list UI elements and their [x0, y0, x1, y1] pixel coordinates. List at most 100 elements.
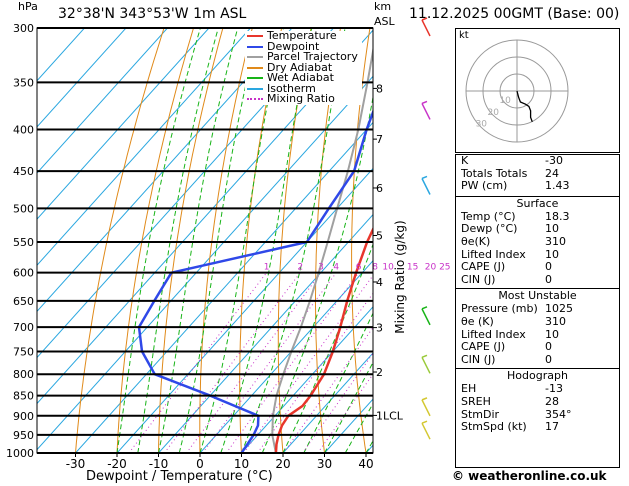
wind-barb-flag	[421, 306, 428, 310]
index-row: θe(K) 310	[456, 234, 619, 249]
index-value: 24	[545, 166, 559, 180]
km-tick-label: 4	[376, 276, 383, 289]
hodograph-ring-label: 10	[499, 96, 511, 106]
wind-barb-flag	[421, 397, 428, 401]
x-tick-label: 30	[317, 457, 332, 471]
dry-adiabat	[420, 4, 453, 471]
pressure-tick-label: 400	[13, 124, 34, 137]
index-key: Lifted Index	[461, 247, 526, 261]
km-tick-label: 2	[376, 366, 383, 379]
index-row: Lifted Index 10	[456, 247, 619, 262]
legend-item: Wet Adiabat	[247, 71, 358, 84]
temperature-line	[274, 226, 373, 453]
isotherm-line	[37, 28, 169, 174]
mixing-ratio-label: 4	[333, 263, 339, 273]
index-row: EH -13	[456, 383, 619, 396]
index-row: Temp (°C) 18.3	[456, 209, 619, 224]
index-key: PW (cm)	[461, 179, 508, 193]
copyright: © weatheronline.co.uk	[452, 469, 607, 483]
pressure-tick-label: 700	[13, 321, 34, 334]
x-tick-label: -20	[107, 457, 127, 471]
index-value: 18.3	[545, 209, 570, 223]
wind-barb	[421, 399, 431, 417]
index-value: 10	[545, 327, 559, 341]
isotherm-line	[37, 28, 127, 128]
index-row: StmDir 354°	[456, 407, 619, 422]
isotherm-line	[74, 121, 373, 453]
x-tick-label: 40	[358, 457, 373, 471]
hodograph-panel: 10 20 30 kt	[455, 28, 620, 153]
index-row: StmSpd (kt) 17	[456, 420, 619, 434]
mixing-ratio-line	[185, 272, 322, 453]
index-row: θe (K) 310	[456, 314, 619, 329]
wind-barb	[421, 19, 431, 37]
wet-adiabat	[344, 402, 373, 453]
mixing-ratio-label: 15	[407, 263, 418, 273]
legend-item: Mixing Ratio	[247, 93, 358, 105]
index-key: SREH	[461, 394, 491, 408]
legend-swatch	[247, 77, 263, 80]
km-tick-label: 5	[376, 229, 383, 242]
wind-barb	[421, 178, 431, 195]
index-value: 0	[545, 340, 552, 354]
index-row: Pressure (mb) 1025	[456, 303, 619, 316]
index-row: Totals Totals 24	[456, 166, 619, 181]
legend-label: Wet Adiabat	[267, 71, 334, 84]
index-key: StmDir	[461, 407, 500, 421]
wind-barb-flag	[421, 17, 428, 21]
index-value: 10	[545, 247, 559, 261]
pressure-tick-label: 750	[13, 345, 34, 358]
pressure-tick-label: 800	[13, 368, 34, 381]
legend-label: Parcel Trajectory	[267, 50, 358, 63]
pressure-unit-label: hPa	[18, 0, 38, 13]
wind-barb	[421, 422, 431, 440]
isotherm-line	[157, 213, 373, 453]
index-key: Totals Totals	[461, 166, 528, 180]
wet-adiabat	[303, 312, 373, 453]
pressure-tick-label: 950	[13, 429, 34, 442]
dry-adiabat	[239, 28, 283, 453]
index-row: CAPE (J) 0	[456, 261, 619, 274]
index-key: CAPE (J)	[461, 260, 506, 274]
dry-adiabat	[315, 28, 342, 453]
legend-item: Dewpoint	[247, 41, 358, 53]
isotherm-line	[240, 306, 373, 453]
isotherm-line	[116, 167, 373, 453]
wind-barb-flag	[421, 175, 428, 180]
mixing-ratio-line	[317, 373, 373, 453]
wet-adiabat	[282, 242, 373, 453]
index-value: -30	[545, 154, 563, 167]
dry-adiabat	[277, 28, 312, 453]
x-tick-label: 10	[234, 457, 249, 471]
hodo-title: Hodograph	[507, 369, 568, 383]
index-key: Dewp (°C)	[461, 222, 518, 236]
index-value: 1025	[545, 302, 573, 316]
index-row: K -30	[456, 154, 619, 168]
legend-item: Temperature	[247, 30, 358, 42]
index-key: EH	[461, 382, 477, 396]
wind-barb	[421, 356, 431, 374]
pressure-tick-label: 600	[13, 267, 34, 280]
index-value: 28	[545, 394, 559, 408]
x-tick-label: -10	[149, 457, 169, 471]
legend-label: Isotherm	[267, 81, 316, 95]
isotherm-line	[282, 352, 373, 453]
dry-adiabat	[199, 28, 253, 453]
index-key: Pressure (mb)	[461, 302, 538, 316]
wind-barb-flag	[421, 420, 428, 424]
wet-adiabat	[241, 28, 346, 453]
index-row: SREH 28	[456, 394, 619, 409]
pressure-tick-label: 850	[13, 390, 34, 403]
index-row: CIN (J) 0	[456, 273, 619, 287]
mixing-ratio-line	[257, 292, 373, 453]
legend-swatch	[247, 56, 263, 59]
index-key: Temp (°C)	[461, 209, 516, 223]
index-key: θe(K)	[461, 234, 491, 248]
legend-swatch	[247, 98, 263, 101]
isotherm-line	[37, 29, 373, 405]
index-value: 310	[545, 314, 566, 328]
indices-table: K -30 Totals Totals 24 PW (cm) 1.43 Surface T…	[455, 154, 620, 468]
isotherm-line	[199, 260, 373, 453]
hodograph-unit: kt	[459, 30, 469, 41]
